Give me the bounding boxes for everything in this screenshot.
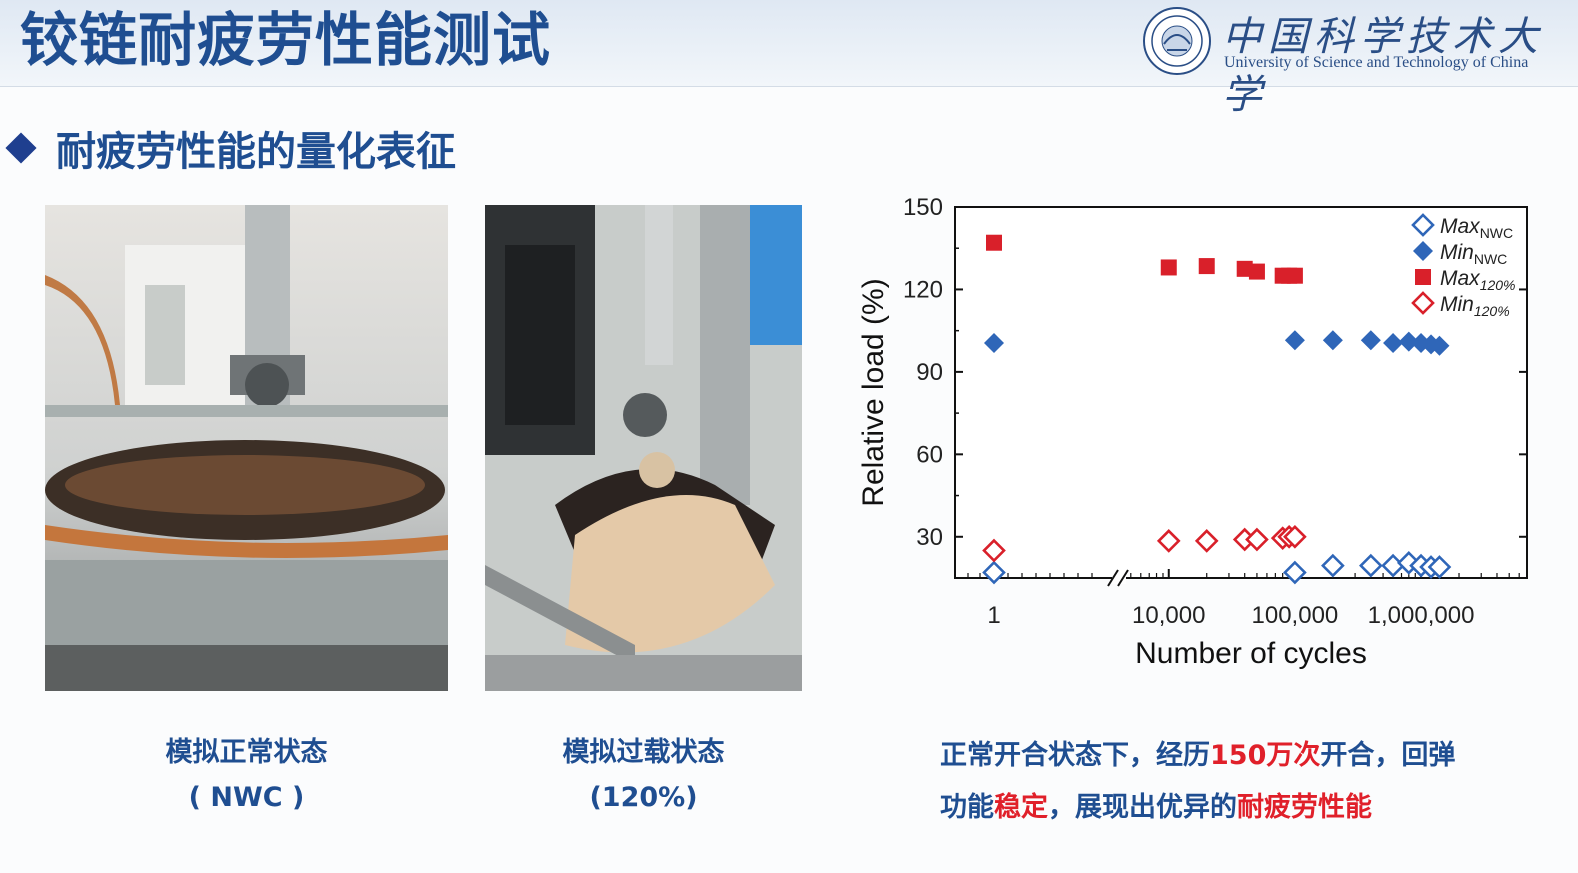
desc-part-1: 正常开合状态下，经历 (940, 740, 1210, 771)
photo-overload-state (485, 205, 802, 691)
data-point-series-2 (1248, 263, 1265, 280)
caption-overload-line1: 模拟过载状态 (562, 737, 725, 768)
description-text: 正常开合状态下，经历150万次开合，回弹 功能稳定，展现出优异的耐疲劳性能 (940, 730, 1540, 834)
section-title: 耐疲劳性能的量化表征 (56, 129, 456, 175)
y-axis-label: Relative load (%) (857, 278, 890, 506)
data-point-series-0 (1359, 553, 1383, 578)
legend-marker-3 (1411, 291, 1435, 315)
fatigue-chart: 30 60 90 120 150 1 10,000 100,000 1,000,000Numbe… (857, 195, 1528, 670)
y-tick-label: 60 (916, 441, 943, 468)
page-title: 铰链耐疲劳性能测试 (20, 6, 552, 74)
legend-label-0: MaxNWC (1440, 215, 1513, 241)
data-point-series-3 (1194, 529, 1219, 553)
data-point-series-1 (1429, 335, 1450, 356)
legend-label-3: Min120% (1440, 293, 1510, 319)
data-point-series-1 (1322, 330, 1343, 351)
legend-marker-1 (1413, 241, 1433, 261)
data-point-series-0 (1427, 555, 1452, 579)
bullet-diamond-icon (5, 132, 37, 164)
data-point-series-3 (1245, 527, 1269, 552)
data-point-series-0 (982, 560, 1006, 585)
x-tick-label: 1,000,000 (1368, 602, 1475, 629)
section-heading: 耐疲劳性能的量化表征 (5, 120, 456, 176)
data-point-series-0 (1283, 560, 1307, 585)
desc-part-3: 功能 (940, 792, 994, 823)
data-point-series-1 (1383, 333, 1404, 354)
data-point-series-1 (1360, 330, 1381, 351)
desc-highlight-cycles: 150万次 (1210, 740, 1321, 771)
data-point-series-3 (1283, 524, 1307, 549)
x-axis-label: Number of cycles (1135, 637, 1367, 670)
caption-normal-line1: 模拟正常状态 (165, 737, 328, 768)
data-point-series-1 (1398, 331, 1419, 352)
data-point-series-2 (1286, 267, 1303, 284)
legend-label-2: Max120% (1440, 267, 1516, 293)
data-point-series-2 (1160, 259, 1177, 276)
data-point-series-1 (1284, 330, 1305, 351)
y-tick-label: 150 (903, 195, 943, 221)
caption-normal-line2: ( NWC ) (188, 782, 305, 813)
university-seal-icon (1143, 7, 1211, 75)
university-name-en: University of Science and Technology of … (1224, 54, 1529, 71)
data-point-series-1 (984, 333, 1004, 354)
data-point-series-3 (982, 538, 1006, 563)
caption-overload-line2: (120%) (589, 782, 698, 813)
data-point-series-2 (1198, 258, 1215, 275)
data-point-series-0 (1321, 553, 1345, 578)
axis-break-slash-2 (1117, 569, 1129, 587)
legend-marker-2 (1415, 269, 1431, 285)
x-tick-label: 10,000 (1132, 602, 1205, 629)
y-tick-label: 90 (916, 359, 943, 386)
axis-break-slash-1 (1107, 569, 1119, 587)
data-point-series-3 (1156, 529, 1181, 553)
y-tick-label: 30 (916, 524, 943, 551)
desc-part-4: ，展现出优异的 (1048, 792, 1237, 823)
header-bar: 铰链耐疲劳性能测试 中国科学技术大学 University of Science… (0, 0, 1578, 118)
legend-marker-0 (1411, 213, 1435, 237)
desc-part-2: 开合，回弹 (1320, 740, 1456, 771)
data-point-series-2 (986, 234, 1002, 251)
legend-label-1: MinNWC (1440, 241, 1507, 267)
university-name-cn: 中国科学技术大学 (1222, 14, 1544, 118)
desc-highlight-stable: 稳定 (994, 792, 1048, 823)
y-tick-label: 120 (903, 276, 943, 303)
x-tick-label: 100,000 (1252, 602, 1339, 629)
data-point-series-2 (1236, 260, 1253, 277)
x-tick-label: 1 (987, 602, 1000, 629)
desc-highlight-fatigue: 耐疲劳性能 (1237, 792, 1372, 823)
photo-normal-state (45, 205, 448, 691)
